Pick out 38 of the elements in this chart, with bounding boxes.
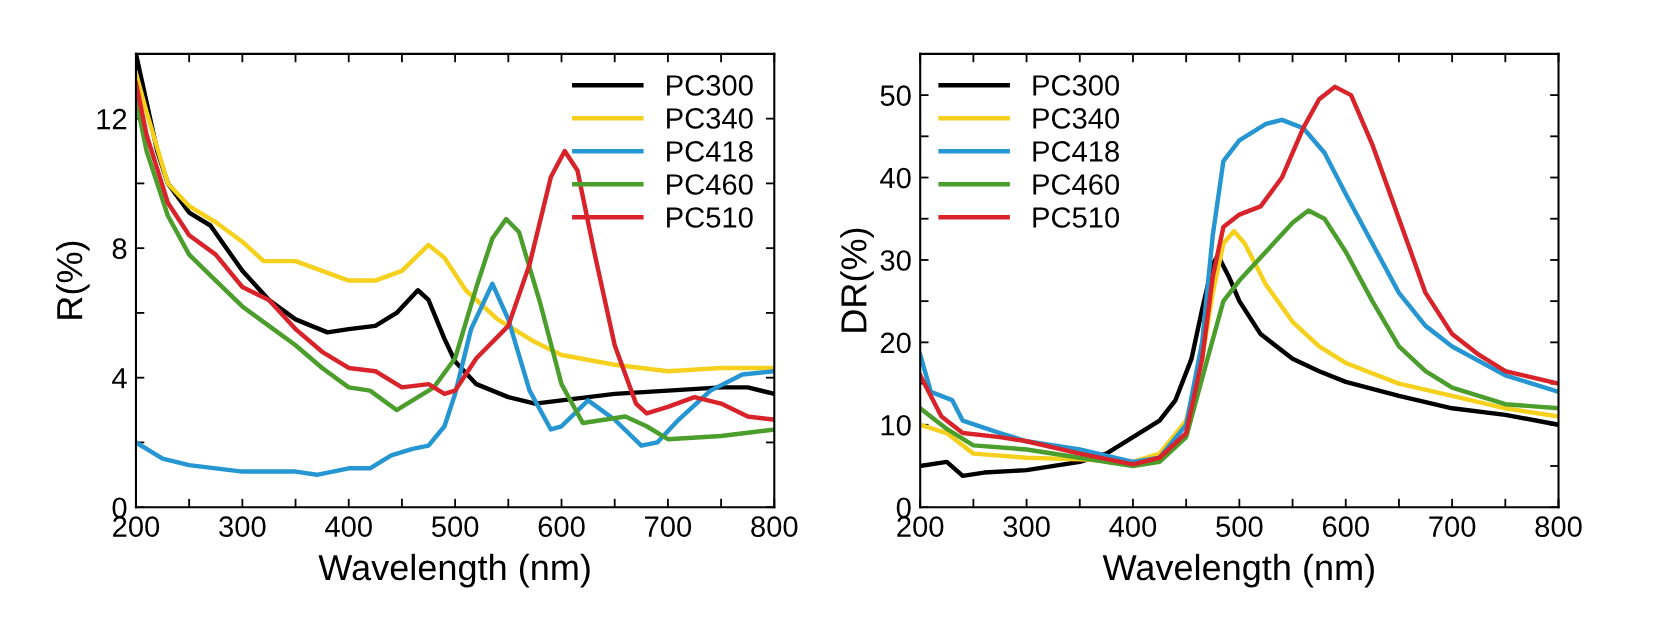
- x-tick-label: 500: [1216, 516, 1263, 537]
- y-tick-label: 4: [112, 368, 127, 389]
- legend-label: PC460: [667, 174, 753, 195]
- x-tick-label: 600: [1322, 516, 1369, 537]
- x-tick-label: 700: [1429, 516, 1476, 537]
- legend-label: PC340: [667, 108, 753, 129]
- legend-label: PC418: [667, 141, 753, 162]
- legend-label: PC460: [1033, 174, 1120, 195]
- x-tick-label: 800: [751, 516, 798, 537]
- x-tick-label: 600: [538, 516, 585, 537]
- y-tick-label: 40: [880, 167, 911, 189]
- y-tick-label: 10: [881, 414, 911, 436]
- x-axis-title: Wavelength (nm): [318, 553, 590, 588]
- x-tick-label: 200: [897, 516, 944, 537]
- legend-label: PC300: [1033, 75, 1120, 96]
- x-tick-label: 700: [645, 516, 692, 537]
- x-tick-label: 200: [113, 516, 160, 537]
- y-tick-label: 20: [880, 332, 911, 354]
- legend-label: PC300: [667, 75, 753, 96]
- y-tick-label: 30: [880, 250, 911, 271]
- y-tick-label: 0: [112, 497, 127, 519]
- legend-label: PC340: [1033, 108, 1120, 129]
- line-series: [135, 281, 775, 478]
- x-tick-label: 800: [1535, 516, 1582, 537]
- x-tick-label: 300: [219, 516, 266, 537]
- y-tick-label: 50: [880, 85, 911, 106]
- x-tick-label: 400: [325, 516, 372, 537]
- y-axis-title: R(%): [55, 241, 90, 319]
- x-tick-label: 400: [1109, 516, 1157, 537]
- legend-label: PC510: [667, 207, 753, 228]
- legend-label: PC418: [1033, 141, 1119, 162]
- x-axis-title: Wavelength (nm): [1102, 553, 1374, 588]
- y-axis-title: DR(%): [840, 228, 874, 332]
- y-tick-label: 12: [97, 108, 127, 130]
- x-tick-label: 300: [1003, 516, 1050, 537]
- legend-label: PC510: [1033, 207, 1120, 228]
- x-tick-label: 500: [431, 516, 479, 537]
- y-tick-label: 8: [112, 238, 127, 260]
